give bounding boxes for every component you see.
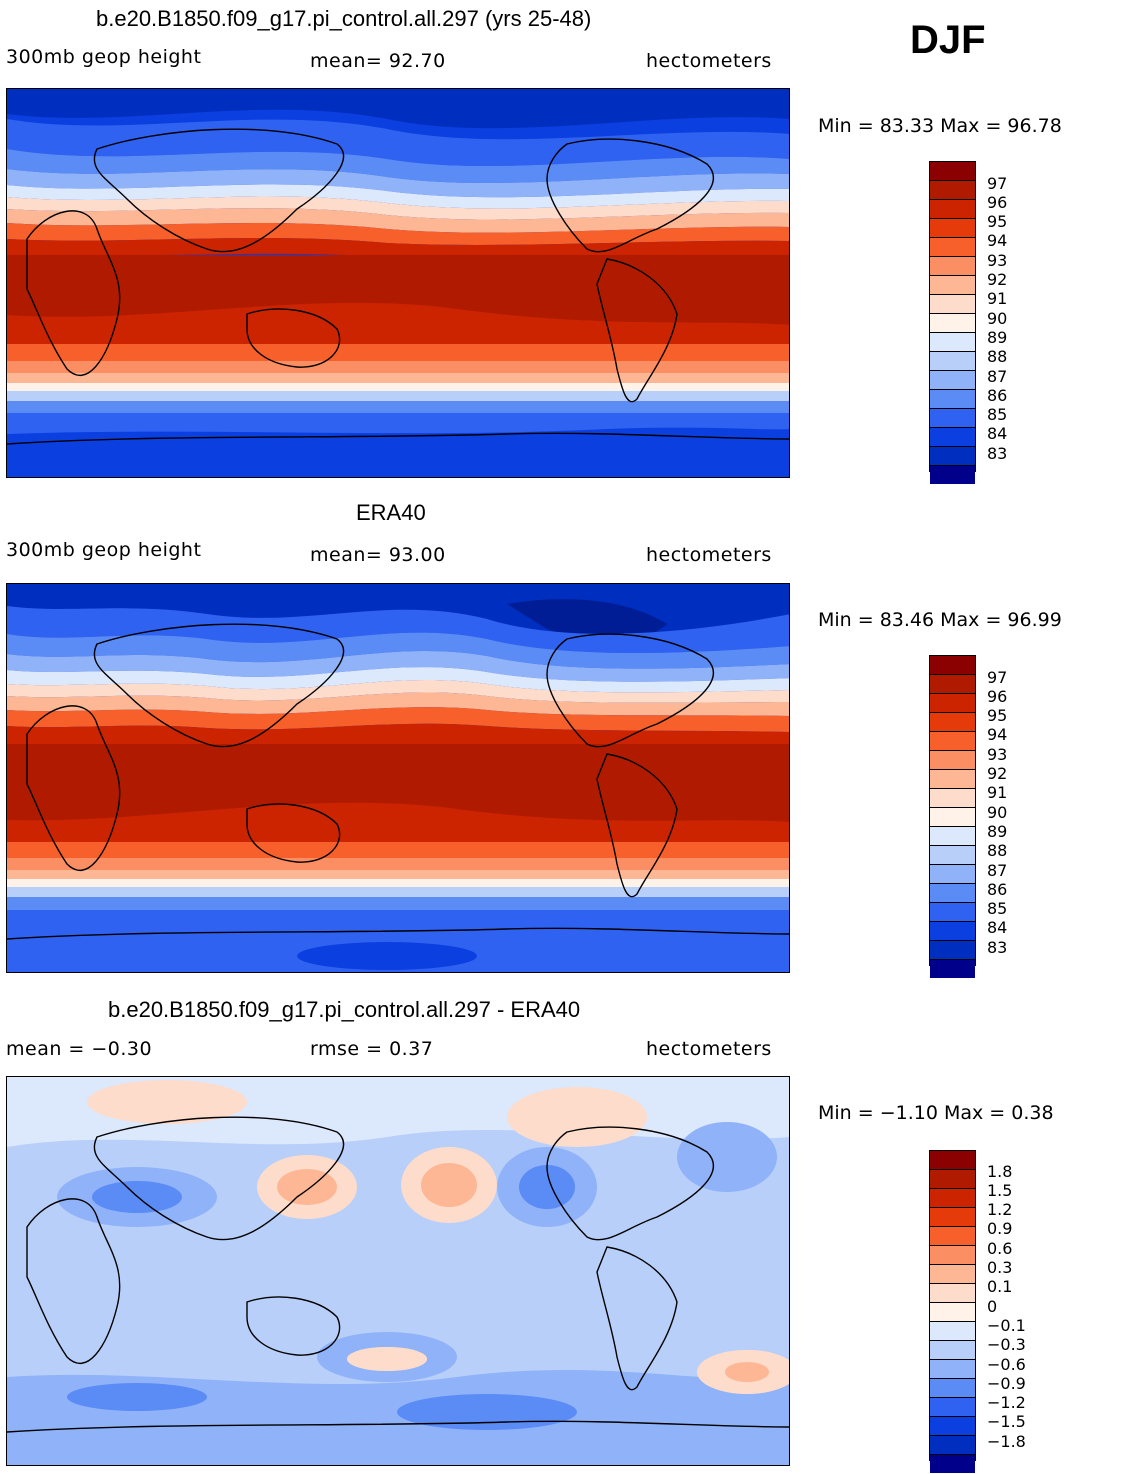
panel1-mean-label: mean= 92.70: [310, 50, 446, 72]
panel2-mean-label: mean= 93.00: [310, 544, 446, 566]
colorbar-label: 86: [987, 880, 1008, 899]
colorbar-label: 87: [987, 367, 1008, 386]
panel2-field-svg: [7, 584, 789, 972]
colorbar-label: 90: [987, 803, 1008, 822]
colorbar-label: 1.8: [987, 1162, 1013, 1181]
colorbar-label: 89: [987, 822, 1008, 841]
panel2-variable-label: 300mb geop height: [6, 539, 202, 561]
colorbar-label: 84: [987, 424, 1008, 443]
colorbar-label: 83: [987, 938, 1008, 957]
colorbar-label: 88: [987, 841, 1008, 860]
colorbar-label: 0: [987, 1297, 998, 1316]
colorbar-label: 89: [987, 328, 1008, 347]
season-label: DJF: [910, 18, 986, 62]
panel1-colorbar: [929, 161, 976, 484]
colorbar-label: 91: [987, 783, 1008, 802]
colorbar-label: 86: [987, 386, 1008, 405]
panel2-colorbar: [929, 655, 976, 978]
panel2-title: ERA40: [356, 500, 426, 525]
panel3-colorbar: [929, 1150, 976, 1473]
panel3-title: b.e20.B1850.f09_g17.pi_control.all.297 -…: [108, 997, 581, 1022]
colorbar-label: 96: [987, 687, 1008, 706]
panel3-map: [6, 1076, 790, 1466]
colorbar-label: 88: [987, 347, 1008, 366]
panel1-field-svg: [7, 89, 789, 477]
panel3-field-svg: [7, 1077, 789, 1465]
colorbar-label: 95: [987, 212, 1008, 231]
panel2-minmax: Min = 83.46 Max = 96.99: [818, 609, 1062, 631]
colorbar-label: −1.2: [987, 1393, 1026, 1412]
colorbar-label: 93: [987, 251, 1008, 270]
colorbar-label: 97: [987, 668, 1008, 687]
panel2-units-label: hectometers: [646, 544, 772, 566]
colorbar-label: 0.9: [987, 1219, 1013, 1238]
colorbar-label: 94: [987, 725, 1008, 744]
colorbar-label: 0.3: [987, 1258, 1013, 1277]
colorbar-label: 95: [987, 706, 1008, 725]
colorbar-label: −0.9: [987, 1374, 1026, 1393]
panel1-title: b.e20.B1850.f09_g17.pi_control.all.297 (…: [96, 6, 592, 31]
colorbar-label: 83: [987, 444, 1008, 463]
colorbar-label: 84: [987, 918, 1008, 937]
panel1-map: [6, 88, 790, 478]
colorbar-label: 93: [987, 745, 1008, 764]
colorbar-label: 87: [987, 861, 1008, 880]
colorbar-label: 1.2: [987, 1200, 1013, 1219]
colorbar-label: −1.8: [987, 1432, 1026, 1451]
colorbar-label: −0.6: [987, 1355, 1026, 1374]
colorbar-label: 0.6: [987, 1239, 1013, 1258]
panel1-units-label: hectometers: [646, 50, 772, 72]
colorbar-label: −0.1: [987, 1316, 1026, 1335]
panel3-mean-label: mean = −0.30: [6, 1038, 153, 1060]
colorbar-label: 96: [987, 193, 1008, 212]
panel1-variable-label: 300mb geop height: [6, 46, 202, 68]
colorbar-label: 85: [987, 405, 1008, 424]
colorbar-label: 92: [987, 764, 1008, 783]
colorbar-label: −1.5: [987, 1412, 1026, 1431]
colorbar-label: 85: [987, 899, 1008, 918]
colorbar-label: 97: [987, 174, 1008, 193]
colorbar-label: 94: [987, 231, 1008, 250]
panel2-map: [6, 583, 790, 973]
colorbar-label: 90: [987, 309, 1008, 328]
colorbar-label: 1.5: [987, 1181, 1013, 1200]
colorbar-label: 0.1: [987, 1277, 1013, 1296]
colorbar-label: 92: [987, 270, 1008, 289]
panel3-rmse-label: rmse = 0.37: [310, 1038, 434, 1060]
colorbar-label: −0.3: [987, 1335, 1026, 1354]
colorbar-label: 91: [987, 289, 1008, 308]
panel1-minmax: Min = 83.33 Max = 96.78: [818, 115, 1062, 137]
panel3-units-label: hectometers: [646, 1038, 772, 1060]
panel3-minmax: Min = −1.10 Max = 0.38: [818, 1102, 1054, 1124]
